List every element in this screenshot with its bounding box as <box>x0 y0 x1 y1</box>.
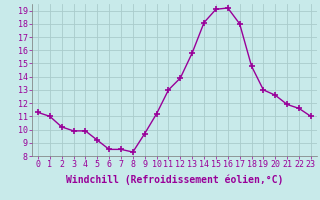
X-axis label: Windchill (Refroidissement éolien,°C): Windchill (Refroidissement éolien,°C) <box>66 175 283 185</box>
